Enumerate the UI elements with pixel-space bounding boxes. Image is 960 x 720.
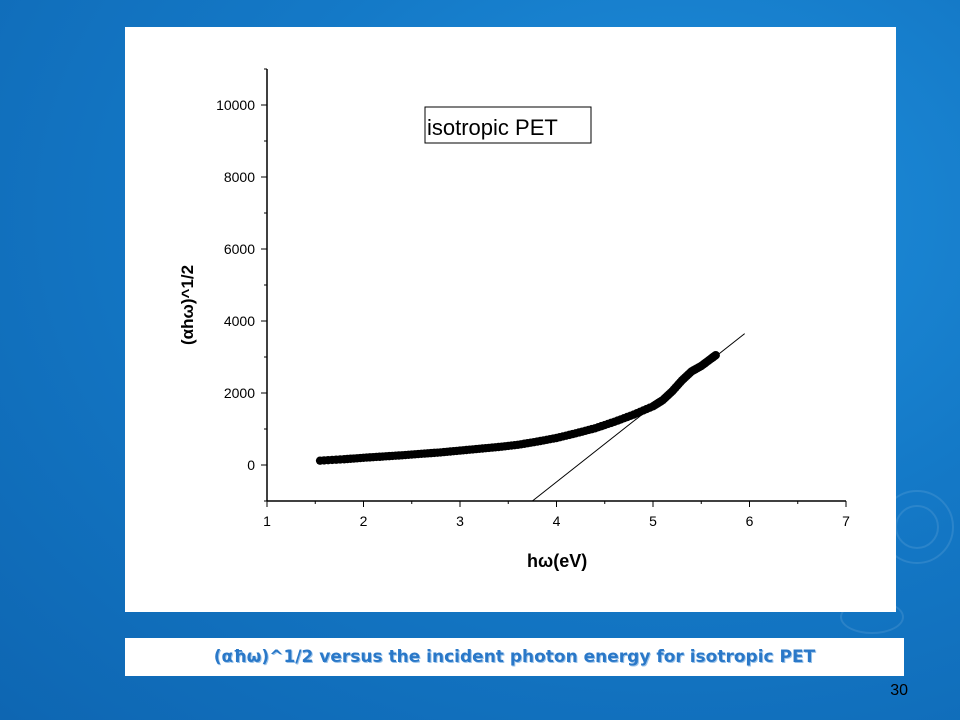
- y-tick-label: 6000: [224, 241, 255, 257]
- legend-box: [424, 106, 592, 144]
- caption-box: (αħω)^1/2 versus the incident photon ene…: [125, 638, 904, 676]
- slide-caption: (αħω)^1/2 versus the incident photon ene…: [213, 647, 816, 667]
- legend-label: isotropic PET: [427, 115, 558, 140]
- x-axis-label: hω(eV): [527, 551, 587, 571]
- chart-points: [315, 351, 720, 465]
- slide-number: 30: [890, 682, 908, 699]
- x-tick-label: 1: [263, 513, 271, 529]
- y-tick-label: 0: [247, 457, 255, 473]
- x-tick-label: 5: [649, 513, 657, 529]
- x-tick-label: 4: [553, 513, 561, 529]
- x-tick-label: 7: [842, 513, 850, 529]
- chart-ticks: 1 2 3 4 5 6 7 0 2000 4000 6000 8000 10000: [216, 68, 850, 529]
- x-tick-label: 2: [360, 513, 368, 529]
- data-point: [711, 351, 720, 360]
- y-tick-label: 10000: [216, 97, 255, 113]
- y-tick-label: 2000: [224, 385, 255, 401]
- x-tick-label: 3: [456, 513, 464, 529]
- x-tick-label: 6: [746, 513, 754, 529]
- y-tick-label: 8000: [224, 169, 255, 185]
- y-tick-label: 4000: [224, 313, 255, 329]
- chart-panel: 1 2 3 4 5 6 7 0 2000 4000 6000 8000 10000 isotropic …: [125, 27, 896, 612]
- chart-svg: 1 2 3 4 5 6 7 0 2000 4000 6000 8000 10000 isotropic …: [178, 68, 850, 571]
- y-axis-label: (αhω)^1/2: [178, 265, 197, 345]
